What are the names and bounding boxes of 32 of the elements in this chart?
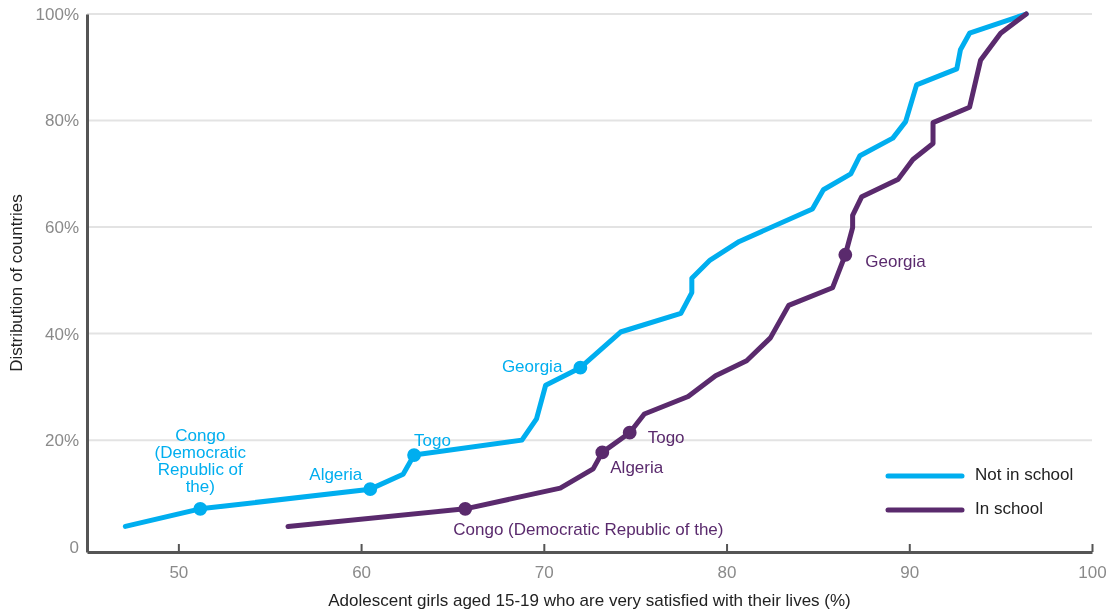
point: [622, 425, 637, 440]
y-tick-label: 100%: [35, 4, 79, 24]
annotation: Togo: [414, 430, 451, 450]
point: [573, 360, 588, 375]
x-axis-title: Adolescent girls aged 15-19 who are very satisfied with their lives (%): [328, 591, 851, 610]
legend-label: Not in school: [975, 465, 1074, 485]
point: [193, 501, 208, 516]
y-axis-title: Distribution of countries: [7, 194, 26, 372]
annotation: Congo (Democratic Republic of the): [453, 520, 724, 540]
x-tick-label: 90: [900, 563, 920, 583]
point: [363, 482, 378, 497]
annotation: Algeria: [309, 464, 363, 484]
y-tick-label: 40%: [44, 324, 79, 344]
point: [838, 247, 853, 262]
annotation: Georgia: [865, 252, 927, 272]
x-tick-label: 100: [1078, 563, 1107, 583]
annotation: Algeria: [610, 457, 664, 477]
x-tick-label: 60: [352, 563, 372, 583]
y-tick-label: 80%: [44, 111, 79, 131]
x-tick-label: 70: [534, 563, 554, 583]
annotation: Georgia: [501, 357, 563, 377]
point: [458, 501, 473, 516]
x-tick-label: 50: [169, 563, 189, 583]
annotation: Togo: [647, 428, 685, 448]
point: [595, 445, 610, 460]
annotation: Congo (Democratic Republic of the): [154, 426, 247, 497]
legend-label: In school: [975, 499, 1044, 519]
y-tick-label: 0: [69, 537, 79, 557]
x-tick-label: 80: [717, 563, 737, 583]
y-tick-label: 60%: [44, 218, 79, 238]
point: [407, 448, 421, 462]
y-tick-label: 20%: [44, 431, 79, 451]
